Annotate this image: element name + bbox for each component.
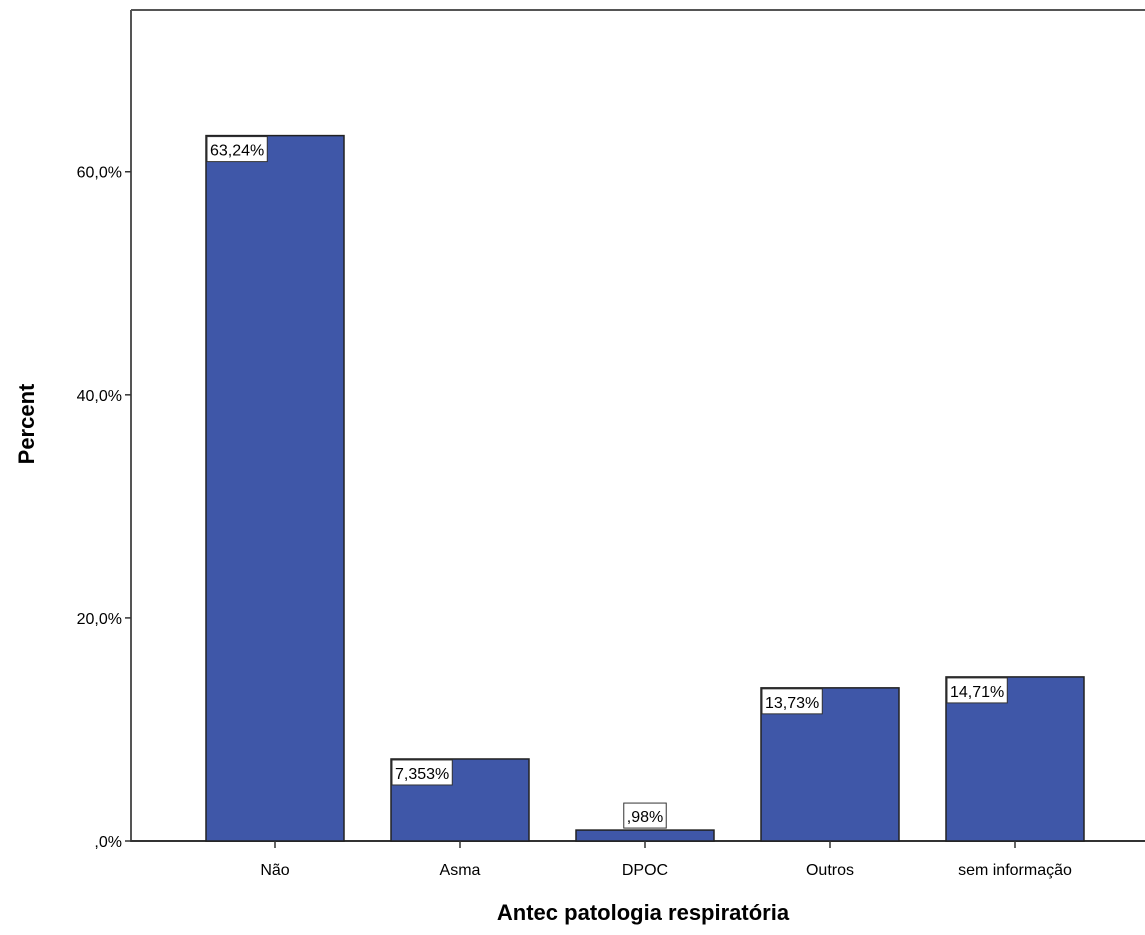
data-label: 7,353% (391, 759, 453, 786)
bars-layer (205, 134, 1085, 842)
y-axis-title: Percent (14, 383, 39, 464)
y-tick-label: 40,0% (77, 388, 122, 405)
y-tick-label: ,0% (94, 834, 122, 851)
y-tick-label: 60,0% (77, 165, 122, 182)
data-label-box (206, 136, 268, 163)
data-label-box (391, 759, 453, 786)
data-label-text: 14,71% (950, 684, 1004, 701)
data-label: ,98% (623, 802, 667, 829)
data-label-box (623, 802, 667, 829)
data-label: 63,24% (206, 136, 268, 163)
data-label: 13,73% (761, 688, 823, 715)
y-tick-label: 20,0% (77, 611, 122, 628)
x-tick-label: Asma (440, 862, 481, 879)
data-label-box (946, 677, 1008, 704)
data-label-text: 13,73% (765, 695, 819, 712)
x-axis-title: Antec patologia respiratória (497, 900, 790, 925)
x-tick-label: Não (260, 862, 289, 879)
bar (205, 134, 345, 842)
x-axis: Não Asma DPOC Outros sem informação (260, 841, 1072, 879)
x-tick-label: Outros (806, 862, 854, 879)
data-label: 14,71% (946, 677, 1008, 704)
x-tick-label: sem informação (958, 862, 1072, 879)
data-labels-layer: 63,24% 7,353% ,98% 13,73% 14,71% (206, 136, 1008, 829)
data-label-box (761, 688, 823, 715)
bar (575, 829, 715, 842)
data-label-text: ,98% (627, 809, 663, 826)
y-axis: ,0% 20,0% 40,0% 60,0% (77, 165, 131, 851)
x-tick-label: DPOC (622, 862, 668, 879)
bar (760, 687, 900, 842)
data-label-text: 63,24% (210, 143, 264, 160)
bar (945, 676, 1085, 842)
data-label-text: 7,353% (395, 766, 449, 783)
